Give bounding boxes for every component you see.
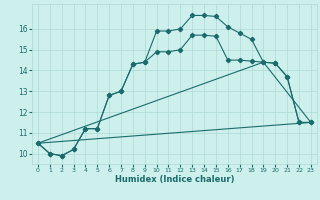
X-axis label: Humidex (Indice chaleur): Humidex (Indice chaleur): [115, 175, 234, 184]
